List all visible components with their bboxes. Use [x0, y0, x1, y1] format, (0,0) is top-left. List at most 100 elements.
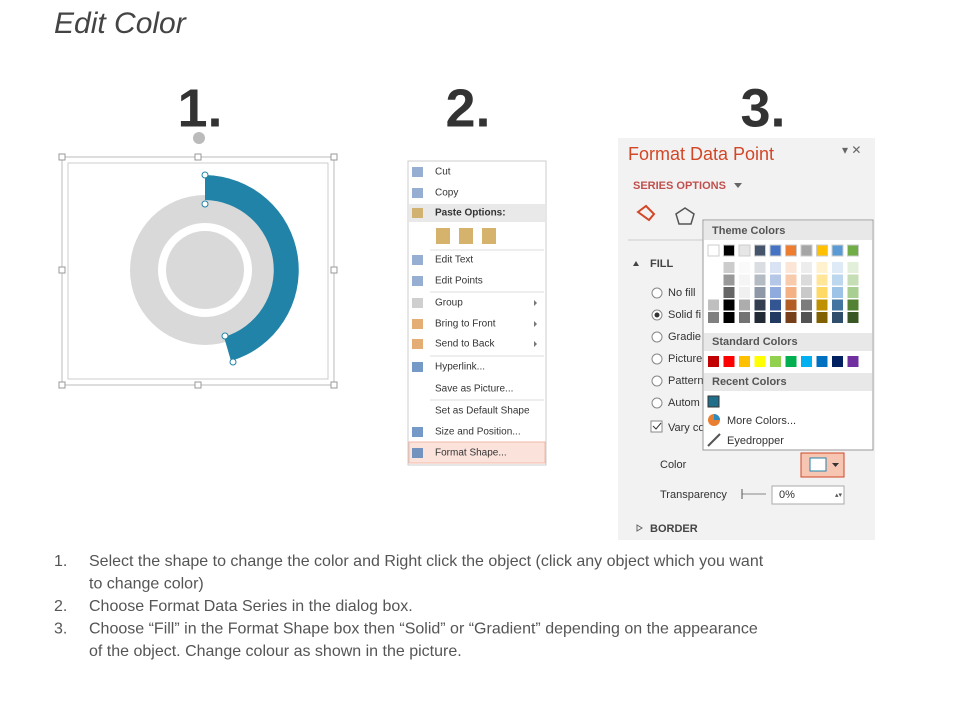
shade-swatch[interactable]: [801, 287, 812, 298]
more-colors[interactable]: More Colors...: [727, 415, 796, 427]
shade-swatch[interactable]: [708, 312, 719, 323]
shade-swatch[interactable]: [832, 274, 843, 286]
theme-swatch[interactable]: [769, 244, 782, 257]
shade-swatch[interactable]: [723, 274, 735, 286]
menu-item[interactable]: Edit Points: [435, 276, 483, 287]
spinner[interactable]: ▴▾: [835, 492, 843, 499]
shade-swatch[interactable]: [801, 274, 812, 286]
shade-swatch[interactable]: [785, 287, 797, 298]
menu-item[interactable]: Group: [435, 298, 463, 309]
radio[interactable]: [651, 353, 663, 365]
standard-swatch[interactable]: [770, 356, 781, 367]
section-tab[interactable]: SERIES OPTIONS: [633, 180, 726, 192]
shade-swatch[interactable]: [770, 312, 781, 323]
theme-swatch[interactable]: [816, 244, 828, 257]
shade-swatch[interactable]: [739, 262, 750, 273]
shade-swatch[interactable]: [832, 312, 843, 323]
shade-swatch[interactable]: [785, 299, 797, 311]
shade-swatch[interactable]: [754, 262, 766, 273]
shade-swatch[interactable]: [801, 312, 812, 323]
theme-swatch[interactable]: [754, 244, 766, 257]
radio[interactable]: [651, 397, 663, 409]
transparency-value[interactable]: 0%: [779, 489, 795, 501]
standard-swatch[interactable]: [816, 356, 828, 367]
shade-swatch[interactable]: [739, 312, 750, 323]
shade-swatch[interactable]: [723, 299, 735, 311]
shade-swatch[interactable]: [754, 299, 766, 311]
shade-swatch[interactable]: [770, 287, 781, 298]
standard-swatch[interactable]: [723, 356, 735, 367]
shade-swatch[interactable]: [847, 274, 859, 286]
theme-swatch[interactable]: [723, 244, 735, 257]
shade-swatch[interactable]: [816, 287, 828, 298]
radio[interactable]: [651, 331, 663, 343]
shade-swatch[interactable]: [785, 274, 797, 286]
standard-swatch[interactable]: [785, 356, 797, 367]
shade-swatch[interactable]: [739, 299, 750, 311]
menu-item[interactable]: Hyperlink...: [435, 362, 485, 373]
panel-controls[interactable]: ▾ ✕: [842, 143, 861, 157]
menu-item[interactable]: Edit Text: [435, 255, 473, 266]
shade-swatch[interactable]: [708, 274, 719, 286]
shade-swatch[interactable]: [785, 312, 797, 323]
shade-swatch[interactable]: [785, 262, 797, 273]
standard-swatch[interactable]: [847, 356, 859, 367]
shade-swatch[interactable]: [739, 274, 750, 286]
transparency-input[interactable]: [771, 485, 845, 505]
shade-swatch[interactable]: [723, 262, 735, 273]
shade-swatch[interactable]: [770, 262, 781, 273]
shade-swatch[interactable]: [723, 287, 735, 298]
standard-swatch[interactable]: [708, 356, 719, 367]
shade-swatch[interactable]: [708, 262, 719, 273]
menu-item[interactable]: Send to Back: [435, 339, 495, 350]
standard-swatch[interactable]: [801, 356, 812, 367]
shade-swatch[interactable]: [832, 299, 843, 311]
shade-swatch[interactable]: [816, 299, 828, 311]
fill-icon[interactable]: [636, 204, 656, 222]
paste-icon[interactable]: [482, 228, 496, 244]
shade-swatch[interactable]: [739, 287, 750, 298]
shade-swatch[interactable]: [847, 312, 859, 323]
shade-swatch[interactable]: [816, 312, 828, 323]
shade-swatch[interactable]: [847, 299, 859, 311]
menu-item[interactable]: Set as Default Shape: [435, 406, 530, 417]
eyedropper[interactable]: Eyedropper: [727, 435, 784, 447]
shade-swatch[interactable]: [801, 299, 812, 311]
shade-swatch[interactable]: [801, 262, 812, 273]
shade-swatch[interactable]: [708, 287, 719, 298]
recent-swatch[interactable]: [707, 395, 720, 408]
shade-swatch[interactable]: [847, 262, 859, 273]
theme-swatch[interactable]: [847, 244, 859, 257]
menu-item[interactable]: Cut: [435, 167, 451, 178]
theme-swatch[interactable]: [831, 244, 844, 257]
radio[interactable]: [651, 375, 663, 387]
standard-swatch[interactable]: [832, 356, 843, 367]
shade-swatch[interactable]: [816, 262, 828, 273]
shade-swatch[interactable]: [723, 312, 735, 323]
radio[interactable]: [651, 287, 663, 299]
checkbox[interactable]: [650, 420, 663, 433]
theme-swatch[interactable]: [800, 244, 813, 257]
theme-swatch[interactable]: [707, 244, 720, 257]
menu-item[interactable]: Save as Picture...: [435, 384, 513, 395]
standard-swatch[interactable]: [754, 356, 766, 367]
theme-swatch[interactable]: [738, 244, 751, 257]
shade-swatch[interactable]: [754, 312, 766, 323]
shade-swatch[interactable]: [754, 287, 766, 298]
shade-swatch[interactable]: [832, 262, 843, 273]
menu-item[interactable]: Format Shape...: [435, 448, 507, 459]
shade-swatch[interactable]: [754, 274, 766, 286]
shade-swatch[interactable]: [708, 299, 719, 311]
shade-swatch[interactable]: [770, 274, 781, 286]
paste-icon[interactable]: [436, 228, 450, 244]
effects-icon[interactable]: [675, 207, 695, 225]
menu-item[interactable]: Size and Position...: [435, 427, 521, 438]
shade-swatch[interactable]: [847, 287, 859, 298]
menu-item[interactable]: Copy: [435, 188, 458, 199]
standard-swatch[interactable]: [739, 356, 750, 367]
paste-icon[interactable]: [459, 228, 473, 244]
theme-swatch[interactable]: [785, 244, 797, 257]
menu-item[interactable]: Bring to Front: [435, 319, 496, 330]
shade-swatch[interactable]: [832, 287, 843, 298]
shade-swatch[interactable]: [816, 274, 828, 286]
